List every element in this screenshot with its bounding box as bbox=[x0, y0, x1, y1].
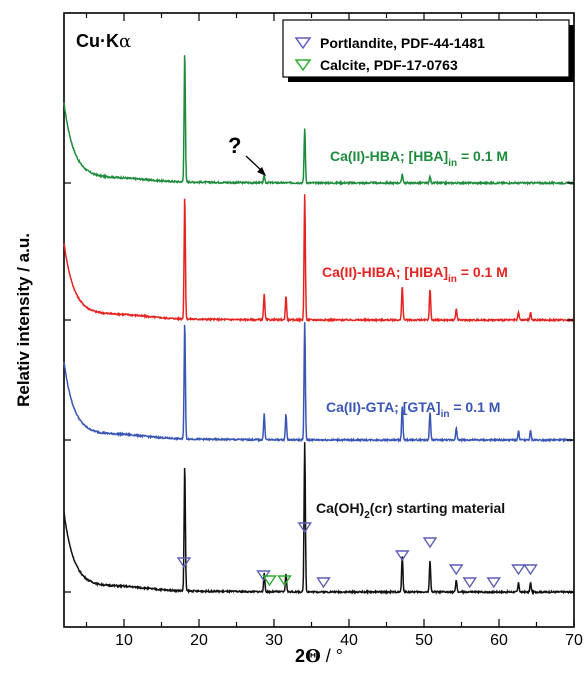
legend-portlandite-symbol bbox=[294, 37, 312, 50]
portlandite-marker bbox=[486, 577, 502, 589]
trace-caoh2 bbox=[63, 442, 575, 596]
legend-portlandite-label: Portlandite, PDF-44-1481 bbox=[320, 35, 485, 51]
axis-ticks: 10 20 30 40 50 60 70 bbox=[85, 13, 583, 649]
portlandite-marker bbox=[462, 577, 478, 589]
y-axis-title: Relativ intensity / a.u. bbox=[14, 233, 33, 407]
x-tick-label: 70 bbox=[565, 632, 583, 649]
series-label-hba: Ca(II)-HBA; [HBA]in = 0.1 M bbox=[330, 148, 508, 169]
trace-gta bbox=[63, 322, 575, 443]
x-tick-label: 30 bbox=[265, 632, 283, 649]
portlandite-marker bbox=[316, 577, 331, 589]
unknown-peak-arrow-head bbox=[257, 167, 266, 176]
portlandite-marker bbox=[448, 564, 464, 576]
x-axis-title: 2Θ / ° bbox=[295, 646, 343, 667]
portlandite-marker bbox=[176, 557, 192, 569]
legend-box bbox=[282, 19, 570, 78]
series-label-hiba: Ca(II)-HIBA; [HIBA]in = 0.1 M bbox=[322, 264, 508, 285]
series-label-caoh2: Ca(OH)2(cr) starting material bbox=[316, 500, 505, 521]
legend-calcite-symbol bbox=[294, 59, 312, 72]
calcite-marker bbox=[277, 575, 292, 587]
radiation-label: Cu·Kα bbox=[76, 31, 131, 52]
portlandite-marker bbox=[297, 522, 313, 534]
unknown-peak-arrow-line bbox=[245, 155, 263, 172]
portlandite-marker bbox=[394, 550, 410, 562]
series-label-gta: Ca(II)-GTA; [GTA]in = 0.1 M bbox=[326, 399, 500, 420]
portlandite-marker bbox=[511, 564, 526, 576]
x-tick-label: 50 bbox=[415, 632, 433, 649]
x-tick-label: 10 bbox=[115, 632, 133, 649]
legend: Portlandite, PDF-44-1481 Calcite, PDF-17… bbox=[282, 19, 574, 82]
diffractogram-traces bbox=[63, 55, 575, 596]
legend-calcite-label: Calcite, PDF-17-0763 bbox=[320, 57, 458, 73]
unknown-peak-question-mark: ? bbox=[228, 133, 241, 158]
trace-hba bbox=[63, 55, 575, 186]
portlandite-marker bbox=[523, 564, 538, 576]
x-tick-label: 20 bbox=[190, 632, 208, 649]
reference-markers bbox=[176, 522, 538, 589]
x-tick-label: 40 bbox=[340, 632, 358, 649]
trace-hiba bbox=[63, 194, 575, 323]
portlandite-marker bbox=[422, 537, 438, 549]
x-tick-label: 60 bbox=[490, 632, 508, 649]
calcite-marker bbox=[262, 575, 277, 587]
